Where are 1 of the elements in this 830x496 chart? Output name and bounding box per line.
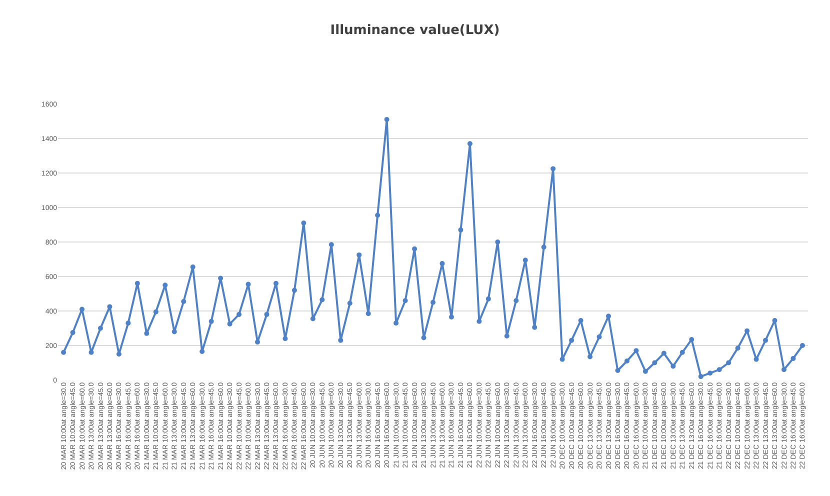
chart-title: Illuminance value(LUX) (330, 22, 500, 38)
